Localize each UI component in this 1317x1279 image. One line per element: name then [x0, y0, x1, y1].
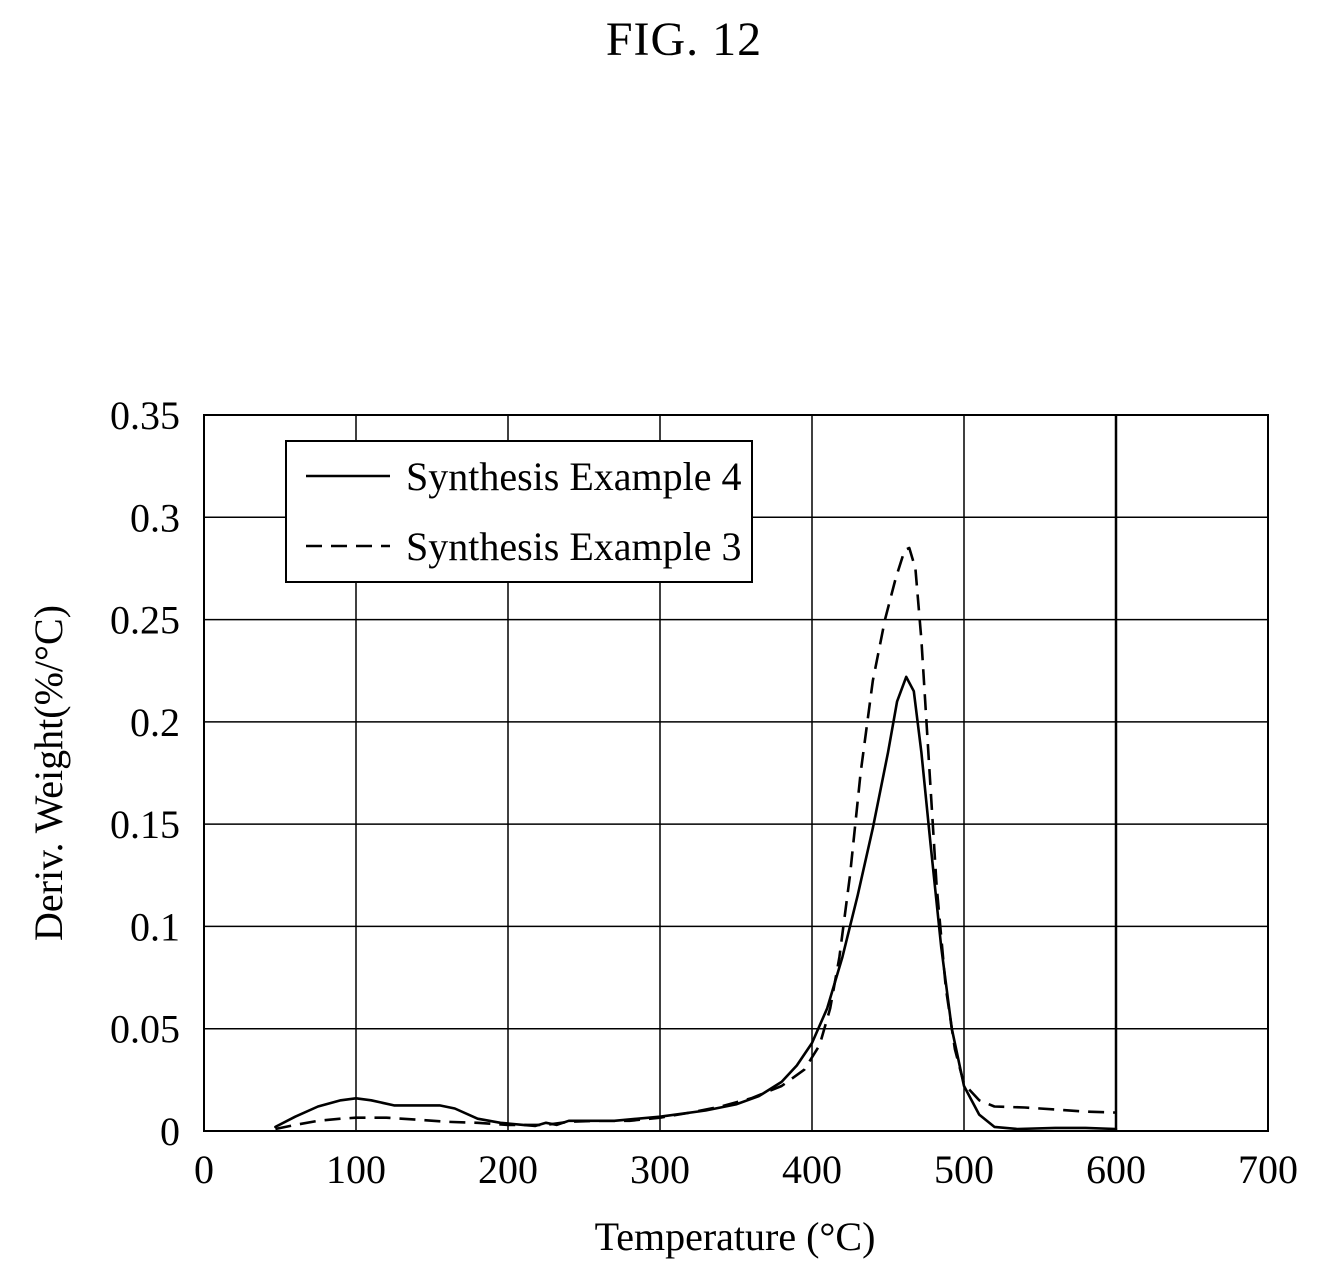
- x-tick-label: 500: [934, 1147, 994, 1192]
- y-tick-label: 0.35: [110, 393, 180, 438]
- x-tick-label: 100: [326, 1147, 386, 1192]
- y-axis-title: Deriv. Weight(%/°C): [26, 605, 71, 941]
- figure-title: FIG. 12: [605, 13, 763, 66]
- x-tick-label: 700: [1238, 1147, 1298, 1192]
- legend-label-1: Synthesis Example 4: [406, 454, 742, 499]
- x-tick-label: 0: [194, 1147, 214, 1192]
- y-tick-label: 0.3: [130, 495, 180, 540]
- legend: Synthesis Example 4 Synthesis Example 3: [285, 440, 753, 583]
- x-tick-label: 600: [1086, 1147, 1146, 1192]
- series-layer: [274, 546, 1118, 1131]
- x-tick-label: 300: [630, 1147, 690, 1192]
- tick-labels: 0 100 200 300 400 500 600 700 0 0.05 0.1 0.15 0.2 0.2…: [110, 393, 1298, 1192]
- y-tick-label: 0: [160, 1109, 180, 1154]
- y-tick-label: 0.25: [110, 598, 180, 643]
- plot-frame: [203, 414, 1269, 1132]
- x-tick-label: 400: [782, 1147, 842, 1192]
- x-axis-title: Temperature (°C): [595, 1214, 876, 1259]
- y-tick-label: 0.2: [130, 700, 180, 745]
- series-line-1: [274, 675, 1118, 1131]
- legend-box: [285, 440, 753, 583]
- y-tick-label: 0.1: [130, 904, 180, 949]
- legend-label-2: Synthesis Example 3: [406, 524, 742, 569]
- y-tick-label: 0.05: [110, 1007, 180, 1052]
- y-tick-label: 0.15: [110, 802, 180, 847]
- x-tick-label: 200: [478, 1147, 538, 1192]
- series-line-2: [275, 546, 1117, 1131]
